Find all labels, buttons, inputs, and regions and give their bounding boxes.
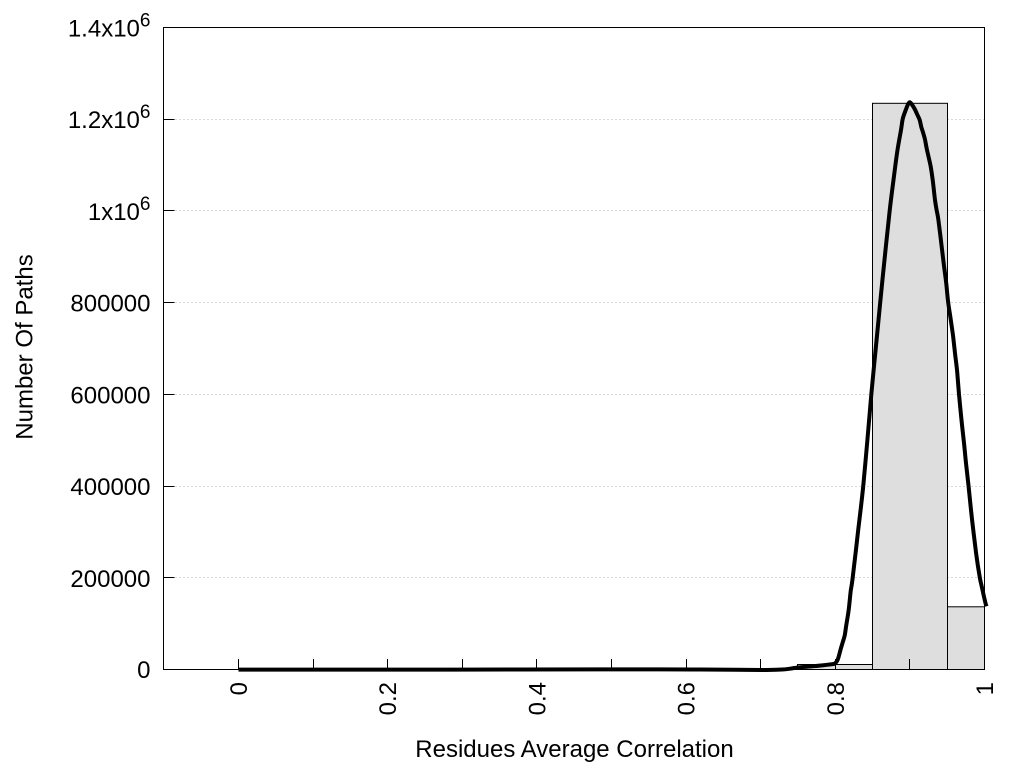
svg-text:6: 6: [140, 194, 151, 215]
svg-text:Number Of Paths: Number Of Paths: [12, 254, 39, 439]
svg-text:0: 0: [226, 682, 253, 695]
svg-text:200000: 200000: [70, 566, 150, 593]
svg-text:0.4: 0.4: [524, 682, 551, 715]
svg-text:6: 6: [140, 11, 151, 32]
svg-text:400000: 400000: [70, 474, 150, 501]
svg-text:1.4x10: 1.4x10: [68, 16, 140, 43]
svg-text:6: 6: [140, 102, 151, 123]
svg-text:1.2x10: 1.2x10: [68, 107, 140, 134]
svg-text:0: 0: [137, 657, 150, 684]
svg-text:800000: 800000: [70, 291, 150, 318]
svg-text:1x10: 1x10: [88, 199, 140, 226]
svg-text:0.2: 0.2: [375, 682, 402, 715]
svg-text:0.6: 0.6: [674, 682, 701, 715]
svg-text:600000: 600000: [70, 382, 150, 409]
svg-text:0.8: 0.8: [823, 682, 850, 715]
svg-text:Residues Average Correlation: Residues Average Correlation: [415, 736, 733, 763]
svg-text:1: 1: [972, 682, 999, 695]
